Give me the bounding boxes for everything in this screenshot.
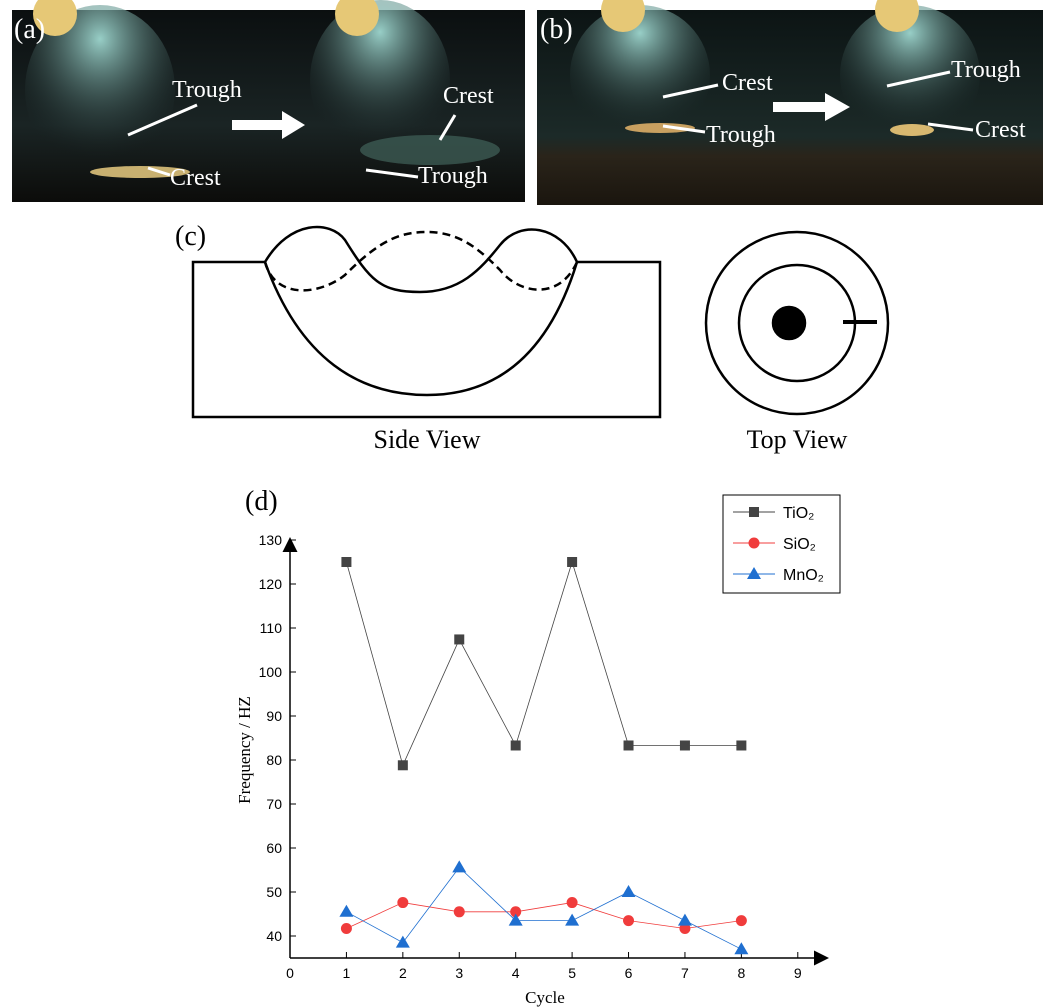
data-point (624, 740, 634, 750)
panel-label: (b) (540, 14, 573, 45)
data-point (680, 740, 690, 750)
y-tick-label: 70 (266, 796, 282, 812)
y-tick-label: 120 (259, 576, 283, 592)
data-point (736, 740, 746, 750)
data-point (341, 923, 352, 934)
annotation: Trough (951, 57, 1021, 83)
panel-label: (d) (245, 486, 278, 517)
series-line (346, 562, 741, 765)
legend-marker (749, 538, 760, 549)
data-point (454, 906, 465, 917)
data-point (567, 897, 578, 908)
photo-b: (b) Crest Trough Trough Crest (537, 0, 1043, 205)
data-point (736, 915, 747, 926)
data-point (623, 915, 634, 926)
data-point (454, 634, 464, 644)
annotation: Crest (722, 70, 773, 96)
x-tick-label: 6 (625, 965, 633, 981)
y-tick-label: 60 (266, 840, 282, 856)
data-point (565, 914, 579, 926)
data-point (396, 936, 410, 948)
y-tick-label: 80 (266, 752, 282, 768)
x-tick-label: 8 (737, 965, 745, 981)
diagram-c (193, 227, 888, 417)
annotation: Trough (418, 163, 488, 189)
panel-label: (c) (175, 221, 206, 252)
legend-label: TiO₂ (783, 505, 814, 522)
x-tick-label: 7 (681, 965, 689, 981)
legend-marker (749, 507, 759, 517)
x-axis-label: Cycle (525, 988, 565, 1007)
data-point (398, 760, 408, 770)
x-tick-label: 5 (568, 965, 576, 981)
caption: Top View (747, 425, 848, 454)
y-tick-label: 90 (266, 708, 282, 724)
annotation: Crest (443, 83, 494, 109)
y-tick-label: 100 (259, 664, 283, 680)
figure: (a) Trough Crest Crest Trough (b) Crest … (0, 0, 1052, 1007)
legend-label: MnO₂ (783, 567, 824, 584)
annotation: Crest (975, 117, 1026, 143)
data-point (622, 885, 636, 897)
data-point (397, 897, 408, 908)
data-point (678, 914, 692, 926)
data-point (509, 914, 523, 926)
caption: Side View (373, 425, 480, 454)
annotation: Trough (172, 77, 242, 103)
x-tick-label: 4 (512, 965, 520, 981)
panel-label: (a) (14, 14, 45, 45)
data-point (452, 860, 466, 872)
photo-a: (a) Trough Crest Crest Trough (12, 0, 525, 202)
y-tick-label: 110 (260, 620, 283, 636)
y-axis-label: Frequency / HZ (235, 696, 254, 804)
x-tick-label: 1 (343, 965, 351, 981)
annotation: Trough (706, 122, 776, 148)
data-point (734, 942, 748, 954)
y-tick-label: 40 (266, 928, 282, 944)
x-tick-label: 2 (399, 965, 407, 981)
data-point (511, 740, 521, 750)
x-tick-label: 3 (455, 965, 463, 981)
data-point (339, 905, 353, 917)
x-tick-label: 9 (794, 965, 802, 981)
annotation: Crest (170, 165, 221, 191)
y-tick-label: 130 (259, 532, 283, 548)
data-point (341, 557, 351, 567)
x-tick-label: 0 (286, 965, 294, 981)
y-tick-label: 50 (266, 884, 282, 900)
data-point (567, 557, 577, 567)
legend-label: SiO₂ (783, 536, 816, 553)
series-line (346, 867, 741, 949)
